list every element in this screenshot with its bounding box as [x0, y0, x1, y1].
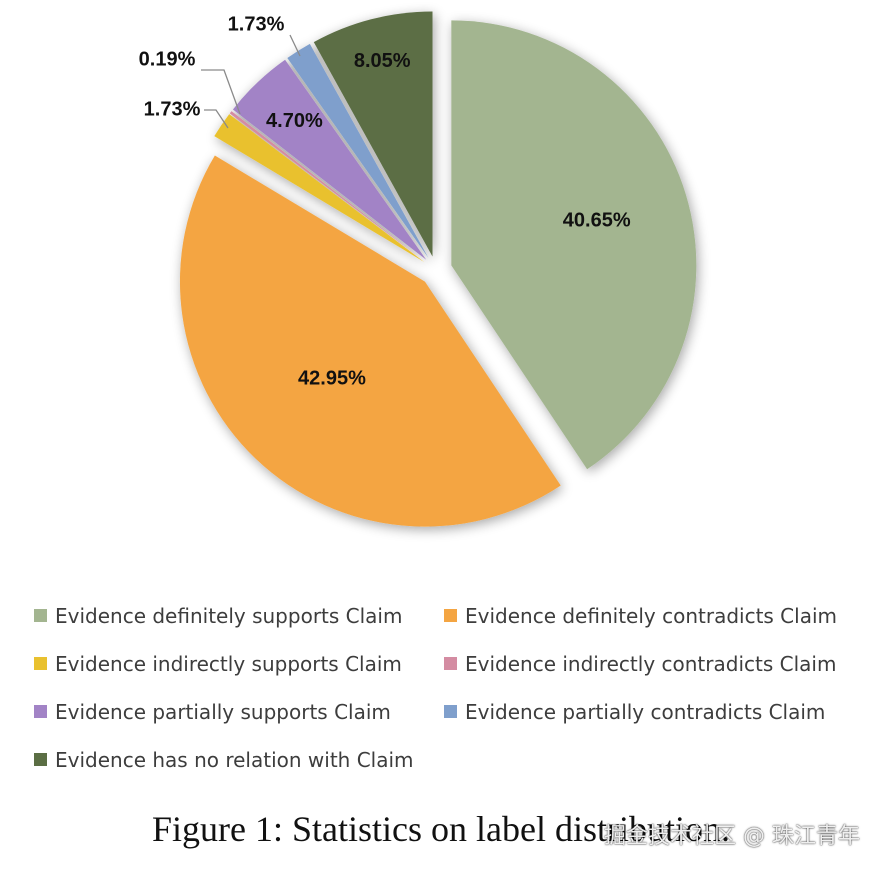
- pie-slice: [229, 111, 425, 262]
- legend-label: Evidence indirectly contradicts Claim: [465, 651, 837, 676]
- legend-swatch: [34, 753, 47, 766]
- legend-label: Evidence partially supports Claim: [55, 699, 391, 724]
- pie-slice: [232, 59, 427, 260]
- pie-slice: [287, 43, 429, 259]
- legend-swatch: [444, 657, 457, 670]
- legend-label: Evidence definitely supports Claim: [55, 603, 403, 628]
- slice-label: 4.70%: [266, 110, 323, 132]
- legend-item: Evidence definitely contradicts Claim: [444, 598, 864, 633]
- legend-swatch: [444, 609, 457, 622]
- legend-item: Evidence partially supports Claim: [34, 694, 444, 729]
- legend-item: Evidence has no relation with Claim: [34, 742, 444, 777]
- legend-item: Evidence indirectly contradicts Claim: [444, 646, 864, 681]
- legend-label: Evidence definitely contradicts Claim: [465, 603, 838, 628]
- slice-label: 0.19%: [139, 48, 196, 70]
- slice-label: 8.05%: [354, 50, 411, 72]
- leader-line: [204, 109, 229, 129]
- pie-slice: [451, 20, 697, 470]
- slice-label: 42.95%: [298, 367, 366, 389]
- legend-item: Evidence indirectly supports Claim: [34, 646, 444, 681]
- legend-swatch: [34, 609, 47, 622]
- legend-label: Evidence partially contradicts Claim: [465, 699, 826, 724]
- legend: Evidence definitely supports Claim Evide…: [34, 598, 874, 777]
- slice-label: 1.73%: [228, 13, 285, 35]
- legend-label: Evidence indirectly supports Claim: [55, 651, 402, 676]
- legend-item: Evidence definitely supports Claim: [34, 598, 444, 633]
- legend-label: Evidence has no relation with Claim: [55, 747, 414, 772]
- legend-swatch: [34, 705, 47, 718]
- leader-line: [289, 34, 301, 57]
- watermark: 掘金技术社区 @ 珠江青年: [604, 824, 860, 849]
- legend-swatch: [444, 705, 457, 718]
- leader-line: [201, 69, 241, 115]
- figure-caption: Figure 1: Statistics on label distributi…: [152, 809, 730, 849]
- legend-swatch: [34, 657, 47, 670]
- pie-slice: [179, 155, 561, 527]
- pie-chart: 40.65% 42.95% 1.73% 0.19% 4.70% 1.73% 8.05%: [139, 11, 697, 527]
- slice-label: 1.73%: [144, 98, 201, 120]
- pie-slice: [313, 11, 433, 257]
- pie-slice: [214, 114, 425, 263]
- slice-label: 40.65%: [563, 210, 631, 232]
- legend-item: Evidence partially contradicts Claim: [444, 694, 864, 729]
